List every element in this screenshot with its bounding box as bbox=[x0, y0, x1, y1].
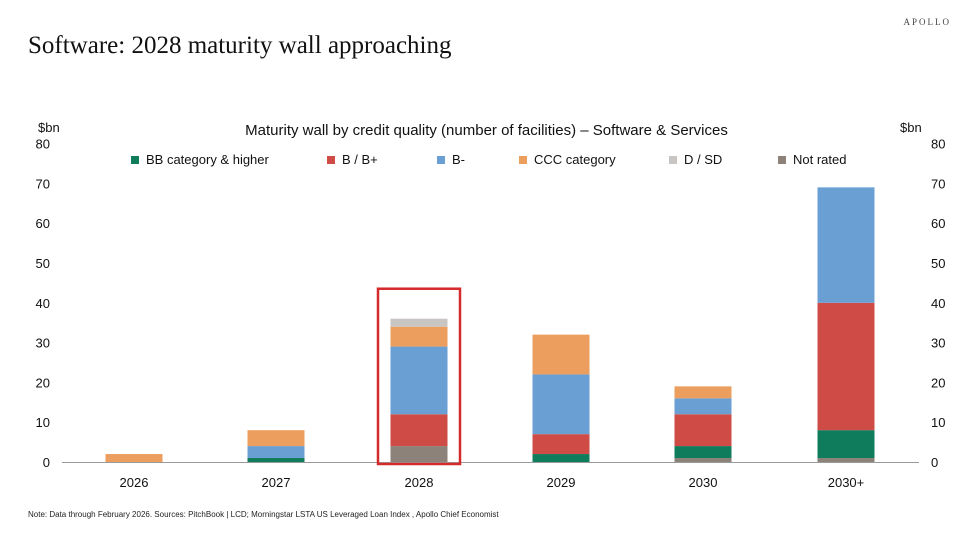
legend-item: CCC category bbox=[519, 152, 616, 167]
bar-segment bbox=[817, 187, 875, 303]
y-tick-label-left: 40 bbox=[36, 296, 50, 311]
legend-swatch bbox=[669, 155, 677, 164]
chart-legend: BB category & higher B / B+ B- CCC category… bbox=[0, 152, 973, 170]
y-tick-label-left: 70 bbox=[36, 176, 50, 191]
y-tick-label-left: 60 bbox=[36, 216, 50, 231]
brand-logo: APOLLO bbox=[903, 17, 951, 27]
y-tick-label-right: 60 bbox=[931, 216, 945, 231]
x-tick-label: 2027 bbox=[262, 475, 291, 490]
bar-segment bbox=[674, 446, 732, 459]
bar-segment bbox=[247, 430, 305, 447]
legend-item: D / SD bbox=[669, 152, 722, 167]
y-tick-label-right: 10 bbox=[931, 415, 945, 430]
y-tick-label-left: 20 bbox=[36, 375, 50, 390]
bar-segment bbox=[247, 458, 305, 462]
bar-segment bbox=[817, 430, 875, 459]
legend-item: BB category & higher bbox=[131, 152, 269, 167]
bar-segment bbox=[817, 302, 875, 431]
legend-item: B- bbox=[437, 152, 465, 167]
bar-segment bbox=[674, 386, 732, 399]
bar-segment bbox=[674, 458, 732, 462]
y-tick-label-right: 70 bbox=[931, 176, 945, 191]
bar-segment bbox=[532, 334, 590, 375]
bar-segment bbox=[532, 454, 590, 462]
bar-segment bbox=[390, 414, 448, 447]
x-tick-label: 2026 bbox=[120, 475, 149, 490]
x-tick-label: 2028 bbox=[405, 475, 434, 490]
legend-item: Not rated bbox=[778, 152, 846, 167]
y-tick-label-right: 50 bbox=[931, 256, 945, 271]
legend-swatch bbox=[778, 155, 786, 164]
bar-segment bbox=[817, 458, 875, 462]
y-tick-label-left: 80 bbox=[36, 137, 50, 152]
legend-swatch bbox=[437, 155, 445, 164]
bar-segment bbox=[390, 318, 448, 327]
y-tick-label-right: 40 bbox=[931, 296, 945, 311]
highlight-box bbox=[376, 287, 462, 466]
legend-swatch bbox=[327, 155, 335, 164]
legend-label: Not rated bbox=[793, 152, 847, 167]
y-tick-label-right: 80 bbox=[931, 137, 945, 152]
bar-segment bbox=[105, 454, 163, 462]
legend-swatch bbox=[131, 155, 139, 164]
x-tick-label: 2030 bbox=[689, 475, 718, 490]
legend-label: D / SD bbox=[684, 152, 723, 167]
bar-segment bbox=[532, 434, 590, 455]
legend-swatch bbox=[519, 155, 527, 164]
bar-segment bbox=[674, 398, 732, 415]
bar-segment bbox=[674, 414, 732, 447]
bar-segment bbox=[247, 446, 305, 459]
legend-label: B / B+ bbox=[342, 152, 378, 167]
x-tick-label: 2030+ bbox=[828, 475, 865, 490]
chart-title: Maturity wall by credit quality (number … bbox=[245, 122, 728, 139]
y-tick-label-right: 30 bbox=[931, 336, 945, 351]
bar-segment bbox=[390, 326, 448, 347]
source-note: Note: Data through February 2026. Source… bbox=[28, 510, 499, 519]
y-axis-unit-right: $bn bbox=[900, 120, 922, 135]
bar-segment bbox=[390, 446, 448, 462]
legend-label: BB category & higher bbox=[146, 152, 269, 167]
y-axis-unit-left: $bn bbox=[38, 120, 60, 135]
y-tick-label-right: 0 bbox=[931, 455, 938, 470]
bar-segment bbox=[390, 346, 448, 415]
bar-segment bbox=[532, 374, 590, 435]
legend-label: CCC category bbox=[534, 152, 616, 167]
y-tick-label-right: 20 bbox=[931, 375, 945, 390]
page-title: Software: 2028 maturity wall approaching bbox=[28, 32, 452, 59]
y-tick-label-left: 30 bbox=[36, 336, 50, 351]
y-tick-label-left: 0 bbox=[43, 455, 50, 470]
legend-item: B / B+ bbox=[327, 152, 378, 167]
legend-label: B- bbox=[452, 152, 465, 167]
x-tick-label: 2029 bbox=[547, 475, 576, 490]
y-tick-label-left: 10 bbox=[36, 415, 50, 430]
y-tick-label-left: 50 bbox=[36, 256, 50, 271]
